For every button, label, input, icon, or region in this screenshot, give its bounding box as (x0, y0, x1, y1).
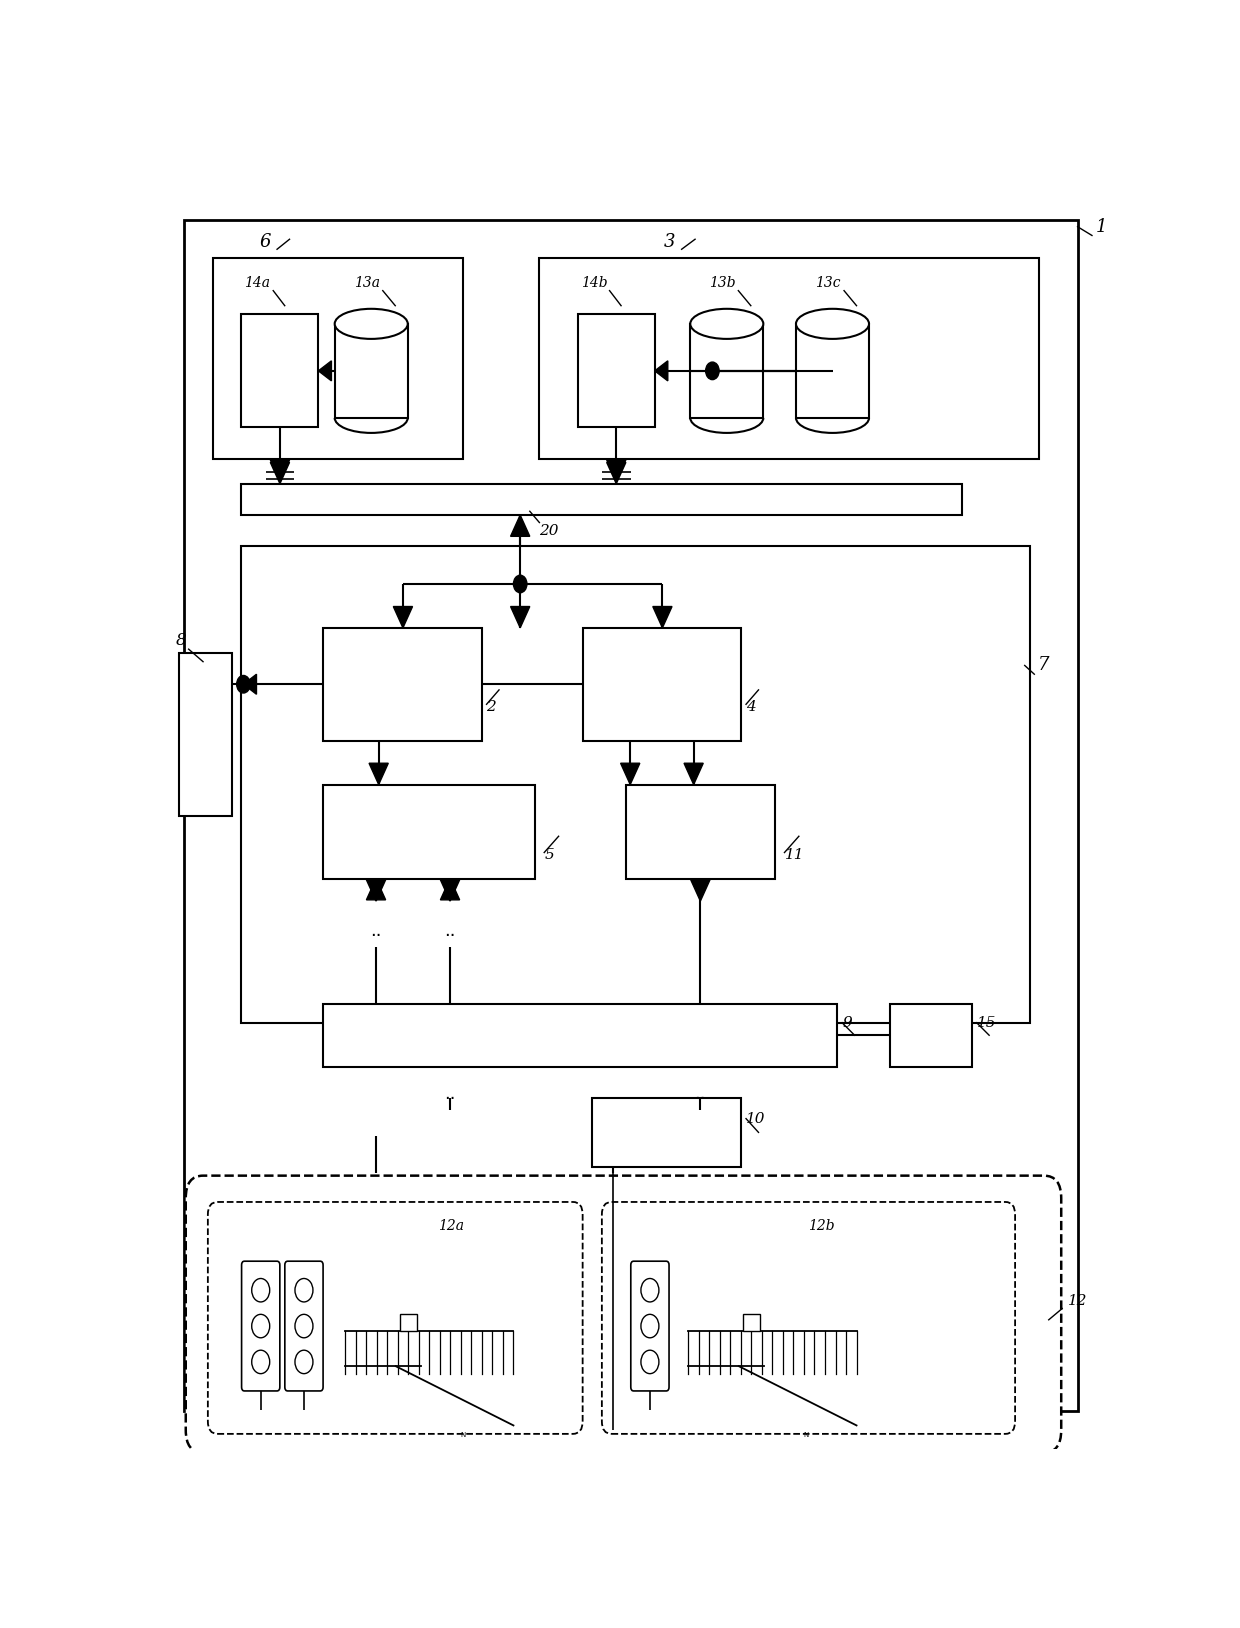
Circle shape (641, 1350, 658, 1374)
Polygon shape (511, 607, 529, 628)
FancyBboxPatch shape (743, 1314, 760, 1332)
Ellipse shape (796, 309, 869, 339)
Circle shape (706, 361, 719, 379)
Text: N: N (804, 1433, 808, 1438)
Polygon shape (606, 462, 626, 484)
Polygon shape (270, 459, 290, 482)
Polygon shape (243, 674, 257, 694)
Text: 13b: 13b (709, 277, 737, 290)
FancyBboxPatch shape (539, 257, 1039, 459)
FancyBboxPatch shape (324, 628, 481, 741)
Text: ..: .. (371, 921, 382, 941)
Text: 4: 4 (746, 700, 755, 713)
Text: 3: 3 (663, 233, 675, 251)
Polygon shape (691, 879, 711, 902)
Text: 13a: 13a (353, 277, 379, 290)
FancyBboxPatch shape (601, 1201, 1016, 1434)
Text: ..: .. (444, 921, 456, 941)
Text: 8: 8 (176, 632, 187, 650)
FancyBboxPatch shape (796, 324, 869, 418)
FancyBboxPatch shape (242, 484, 962, 514)
FancyBboxPatch shape (242, 547, 1029, 1022)
Text: 2: 2 (486, 700, 496, 713)
Text: 12b: 12b (808, 1219, 835, 1232)
Polygon shape (652, 607, 672, 628)
FancyBboxPatch shape (285, 1262, 324, 1390)
Circle shape (252, 1314, 270, 1338)
Ellipse shape (691, 309, 764, 339)
Circle shape (252, 1350, 270, 1374)
FancyBboxPatch shape (184, 220, 1078, 1411)
Polygon shape (511, 514, 529, 536)
FancyBboxPatch shape (691, 324, 764, 418)
FancyBboxPatch shape (208, 1201, 583, 1434)
Polygon shape (270, 462, 290, 484)
FancyBboxPatch shape (631, 1262, 670, 1390)
Text: 6: 6 (259, 233, 272, 251)
Polygon shape (440, 879, 460, 902)
Polygon shape (367, 879, 386, 900)
FancyBboxPatch shape (335, 324, 408, 418)
FancyBboxPatch shape (583, 628, 742, 741)
FancyBboxPatch shape (593, 1097, 742, 1167)
FancyBboxPatch shape (890, 1004, 972, 1066)
FancyBboxPatch shape (242, 314, 319, 427)
Text: 12: 12 (1068, 1294, 1087, 1307)
Text: 11: 11 (785, 848, 804, 863)
Polygon shape (655, 361, 668, 381)
Circle shape (295, 1278, 312, 1302)
Text: 9: 9 (842, 1016, 852, 1029)
Text: 1: 1 (1096, 218, 1107, 236)
FancyBboxPatch shape (213, 257, 463, 459)
FancyBboxPatch shape (324, 1004, 837, 1066)
Polygon shape (606, 459, 626, 482)
Text: 15: 15 (977, 1016, 996, 1029)
Polygon shape (620, 764, 640, 785)
Text: 14a: 14a (244, 277, 270, 290)
Text: 13c: 13c (815, 277, 841, 290)
Polygon shape (370, 764, 388, 785)
Text: 5: 5 (544, 848, 554, 863)
Polygon shape (393, 607, 413, 628)
FancyBboxPatch shape (578, 314, 655, 427)
Polygon shape (440, 879, 460, 900)
Ellipse shape (335, 309, 408, 339)
Text: 20: 20 (539, 524, 559, 539)
Circle shape (252, 1278, 270, 1302)
Circle shape (513, 575, 527, 593)
FancyBboxPatch shape (626, 785, 775, 879)
FancyBboxPatch shape (186, 1175, 1061, 1452)
FancyBboxPatch shape (324, 785, 534, 879)
Circle shape (237, 676, 250, 694)
Text: 12a: 12a (439, 1219, 465, 1232)
Text: 7: 7 (1038, 656, 1050, 674)
FancyBboxPatch shape (242, 1262, 280, 1390)
Text: 10: 10 (746, 1112, 765, 1125)
FancyBboxPatch shape (179, 653, 232, 816)
Circle shape (641, 1278, 658, 1302)
Polygon shape (684, 764, 703, 785)
Text: N: N (460, 1433, 466, 1438)
Text: ..: .. (694, 1086, 706, 1104)
Polygon shape (319, 361, 331, 381)
Circle shape (295, 1314, 312, 1338)
Text: ..: .. (444, 1086, 456, 1104)
FancyBboxPatch shape (399, 1314, 417, 1332)
Circle shape (295, 1350, 312, 1374)
Text: 14b: 14b (580, 277, 608, 290)
Polygon shape (367, 879, 386, 902)
Circle shape (641, 1314, 658, 1338)
